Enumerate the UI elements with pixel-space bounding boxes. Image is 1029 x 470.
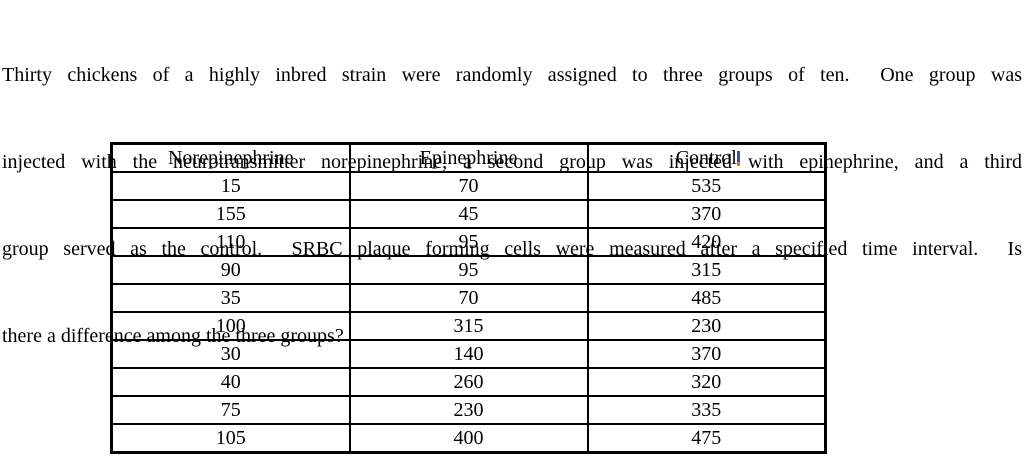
table-row: 100 315 230 xyxy=(110,311,827,341)
table-row: 15 70 535 xyxy=(110,171,827,201)
data-table: Norepinephrine Epinephrine Control 15 70… xyxy=(110,142,827,454)
column-header-epinephrine: Epinephrine xyxy=(348,142,589,173)
table-row: 110 95 420 xyxy=(110,227,827,257)
table-cell: 40 xyxy=(110,367,351,397)
table-cell: 30 xyxy=(110,339,351,369)
table-cell: 260 xyxy=(348,367,589,397)
table-row: 75 230 335 xyxy=(110,395,827,425)
table-cell: 230 xyxy=(586,311,827,341)
table-cell: 15 xyxy=(110,171,351,201)
table-cell: 315 xyxy=(586,255,827,285)
table-cell: 95 xyxy=(348,227,589,257)
table-row: 105 400 475 xyxy=(110,423,827,454)
table-cell: 315 xyxy=(348,311,589,341)
table-row: 35 70 485 xyxy=(110,283,827,313)
table-row: 40 260 320 xyxy=(110,367,827,397)
table-cell: 110 xyxy=(110,227,351,257)
table-cell: 370 xyxy=(586,199,827,229)
table-cell: 475 xyxy=(586,423,827,454)
problem-line-1: Thirty chickens of a highly inbred strai… xyxy=(2,64,1022,86)
table-cell: 75 xyxy=(110,395,351,425)
table-cell: 70 xyxy=(348,171,589,201)
table-cell: 400 xyxy=(348,423,589,454)
table-row: 90 95 315 xyxy=(110,255,827,285)
column-header-norepinephrine: Norepinephrine xyxy=(110,142,351,173)
table-row: 155 45 370 xyxy=(110,199,827,229)
table-cell: 485 xyxy=(586,283,827,313)
column-header-control: Control xyxy=(586,142,827,173)
table-cell: 535 xyxy=(586,171,827,201)
table-cell: 90 xyxy=(110,255,351,285)
table-cell: 95 xyxy=(348,255,589,285)
table-header-row: Norepinephrine Epinephrine Control xyxy=(110,142,827,173)
table-cell: 105 xyxy=(110,423,351,454)
text-cursor-artifact xyxy=(737,151,740,166)
table-row: 30 140 370 xyxy=(110,339,827,369)
table-cell: 230 xyxy=(348,395,589,425)
table-cell: 140 xyxy=(348,339,589,369)
table-cell: 335 xyxy=(586,395,827,425)
table-cell: 420 xyxy=(586,227,827,257)
table-cell: 70 xyxy=(348,283,589,313)
table-cell: 100 xyxy=(110,311,351,341)
table-cell: 155 xyxy=(110,199,351,229)
table-cell: 320 xyxy=(586,367,827,397)
table-cell: 370 xyxy=(586,339,827,369)
table-cell: 45 xyxy=(348,199,589,229)
table-cell: 35 xyxy=(110,283,351,313)
